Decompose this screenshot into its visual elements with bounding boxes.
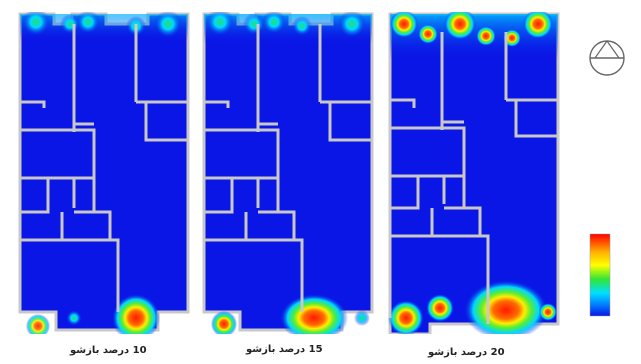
plan-field [202, 12, 374, 332]
hot-spot [390, 12, 418, 38]
caption-15: 15 درصد بازشو [246, 344, 323, 355]
floor-plan-20 [388, 12, 560, 334]
glow-spot [292, 16, 312, 36]
plan-field [18, 12, 190, 332]
walls [18, 24, 188, 312]
color-scale-legend [566, 224, 636, 324]
hot-spot [426, 294, 454, 322]
hot-spot [523, 12, 553, 39]
hot-spot [112, 294, 160, 334]
hot-spot [444, 12, 476, 40]
north-arrow-icon [587, 38, 627, 82]
legend-bar [589, 233, 611, 317]
walls [202, 24, 372, 312]
hot-spot [211, 311, 237, 334]
glow-spot [206, 12, 234, 36]
glow-spot [262, 12, 286, 34]
hot-spot [388, 300, 424, 334]
caption-text-20: 20 درصد بازشو [428, 347, 505, 358]
hot-spot [464, 280, 548, 334]
glow-spot [154, 12, 182, 38]
glow-spot [243, 13, 265, 35]
caption-10: 10 درصد بازشو [70, 345, 147, 356]
caption-text-15: 15 درصد بازشو [246, 344, 323, 355]
walls [388, 32, 558, 324]
hot-spot [280, 294, 348, 334]
caption-text-10: 10 درصد بازشو [70, 345, 147, 356]
hot-spot [26, 314, 50, 334]
hot-spot [476, 26, 496, 46]
hot-spot [66, 310, 82, 326]
glow-spot [338, 12, 366, 38]
hot-spot [354, 310, 370, 326]
hot-spot [418, 24, 438, 44]
glow-spot [76, 12, 100, 34]
plan-field [388, 12, 560, 334]
floor-plan-15 [202, 12, 374, 334]
caption-20: 20 درصد بازشو [428, 347, 505, 358]
glow-spot [22, 12, 50, 36]
floor-plan-10 [18, 12, 190, 334]
hot-spot [539, 303, 557, 321]
